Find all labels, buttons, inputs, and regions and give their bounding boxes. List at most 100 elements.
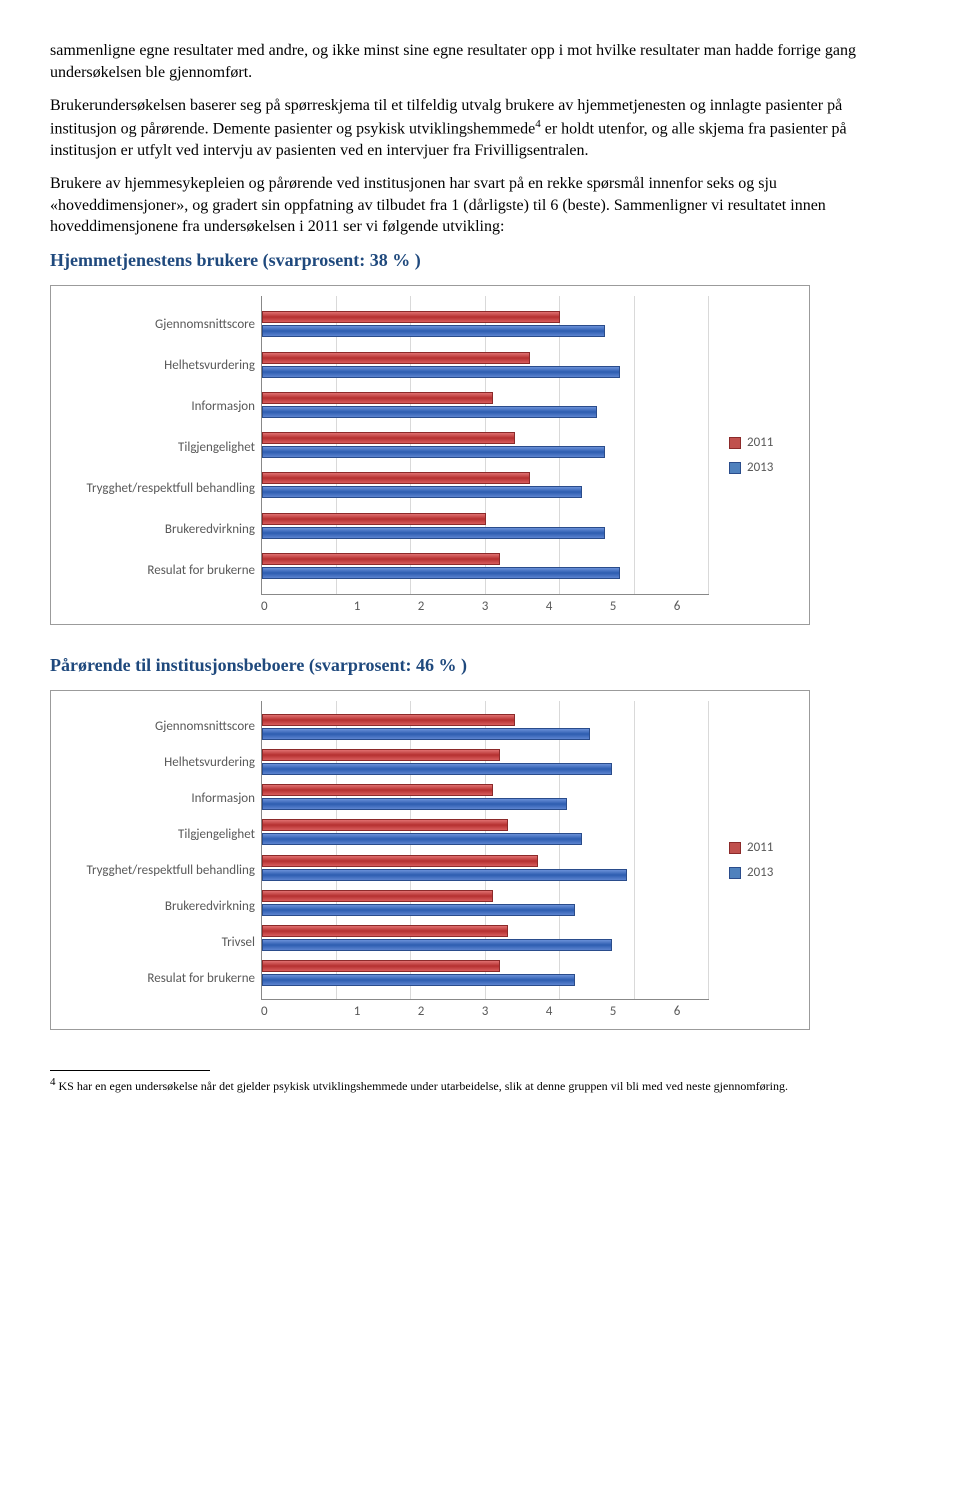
bar-2013 xyxy=(262,486,582,498)
chart2-heading: Pårørende til institusjonsbeboere (svarp… xyxy=(50,655,910,676)
legend-label-2011: 2011 xyxy=(747,435,773,450)
bar-2013 xyxy=(262,567,620,579)
bar-group xyxy=(262,749,709,775)
x-axis-label: 5 xyxy=(581,1004,645,1019)
x-axis-label: 3 xyxy=(453,599,517,614)
bar-2013 xyxy=(262,833,582,845)
bar-2011 xyxy=(262,819,508,831)
bar-2011 xyxy=(262,311,560,323)
bar-2013 xyxy=(262,974,575,986)
bar-2011 xyxy=(262,513,486,525)
bar-2013 xyxy=(262,904,575,916)
paragraph-3: Brukere av hjemmesykepleien og pårørende… xyxy=(50,173,910,238)
bar-2013 xyxy=(262,325,605,337)
bar-2011 xyxy=(262,553,500,565)
paragraph-1: sammenligne egne resultater med andre, o… xyxy=(50,40,910,83)
y-axis-label: Informasjon xyxy=(191,400,255,414)
y-axis-label: Trygghet/respektfull behandling xyxy=(87,482,256,496)
bar-2011 xyxy=(262,392,493,404)
bar-2011 xyxy=(262,714,515,726)
bar-2013 xyxy=(262,798,567,810)
x-axis-label: 6 xyxy=(645,1004,709,1019)
swatch-2011-icon xyxy=(729,842,741,854)
legend-item-2011: 2011 xyxy=(729,435,799,450)
y-axis-label: Tilgjengelighet xyxy=(178,828,255,842)
x-axis-label: 4 xyxy=(517,599,581,614)
y-axis-label: Brukeredvirkning xyxy=(165,900,255,914)
x-axis-label: 2 xyxy=(389,599,453,614)
bar-2011 xyxy=(262,432,515,444)
chart2-frame: Gjennomsnittscore Helhetsvurdering Informa… xyxy=(50,690,810,1030)
x-axis-label: 1 xyxy=(325,1004,389,1019)
y-axis-label: Informasjon xyxy=(191,792,255,806)
y-axis-label: Tilgjengelighet xyxy=(178,441,255,455)
chart1-plot xyxy=(261,296,709,595)
bar-group xyxy=(262,855,709,881)
x-axis-label: 2 xyxy=(389,1004,453,1019)
x-axis-label: 0 xyxy=(261,599,325,614)
chart2-bars xyxy=(262,701,709,999)
chart2-y-labels: Gjennomsnittscore Helhetsvurdering Informa… xyxy=(51,691,261,1029)
y-axis-label: Trivsel xyxy=(222,936,255,950)
bar-2011 xyxy=(262,925,508,937)
chart1-legend: 2011 2013 xyxy=(719,286,809,624)
bar-group xyxy=(262,925,709,951)
bar-2013 xyxy=(262,366,620,378)
footnote-text: KS har en egen undersøkelse når det gjel… xyxy=(56,1079,788,1093)
y-axis-label: Resulat for brukerne xyxy=(147,564,255,578)
bar-2011 xyxy=(262,890,493,902)
y-axis-label: Gjennomsnittscore xyxy=(155,318,255,332)
legend-label-2013: 2013 xyxy=(747,865,773,880)
chart1-bars xyxy=(262,296,709,594)
chart2-x-labels: 0123456 xyxy=(261,1000,709,1019)
swatch-2013-icon xyxy=(729,462,741,474)
bar-2013 xyxy=(262,527,605,539)
bar-2013 xyxy=(262,728,590,740)
bar-2011 xyxy=(262,784,493,796)
legend-item-2013: 2013 xyxy=(729,865,799,880)
bar-group xyxy=(262,432,709,458)
bar-group xyxy=(262,784,709,810)
bar-2011 xyxy=(262,855,538,867)
bar-2013 xyxy=(262,763,612,775)
x-axis-label: 1 xyxy=(325,599,389,614)
bar-group xyxy=(262,472,709,498)
x-axis-label: 4 xyxy=(517,1004,581,1019)
bar-2011 xyxy=(262,352,530,364)
y-axis-label: Helhetsvurdering xyxy=(164,359,255,373)
bar-2013 xyxy=(262,406,597,418)
y-axis-label: Gjennomsnittscore xyxy=(155,720,255,734)
x-axis-label: 3 xyxy=(453,1004,517,1019)
y-axis-label: Helhetsvurdering xyxy=(164,756,255,770)
bar-group xyxy=(262,819,709,845)
bar-2013 xyxy=(262,446,605,458)
bar-group xyxy=(262,553,709,579)
chart1-frame: Gjennomsnittscore Helhetsvurdering Informa… xyxy=(50,285,810,625)
legend-label-2011: 2011 xyxy=(747,840,773,855)
x-axis-label: 0 xyxy=(261,1004,325,1019)
bar-group xyxy=(262,352,709,378)
bar-2013 xyxy=(262,869,627,881)
footnote-separator xyxy=(50,1070,210,1071)
bar-2011 xyxy=(262,749,500,761)
bar-2011 xyxy=(262,960,500,972)
chart1-y-labels: Gjennomsnittscore Helhetsvurdering Informa… xyxy=(51,286,261,624)
bar-2013 xyxy=(262,939,612,951)
swatch-2011-icon xyxy=(729,437,741,449)
bar-group xyxy=(262,392,709,418)
bar-2011 xyxy=(262,472,530,484)
bar-group xyxy=(262,714,709,740)
legend-label-2013: 2013 xyxy=(747,460,773,475)
chart1-x-labels: 0123456 xyxy=(261,595,709,614)
legend-item-2011: 2011 xyxy=(729,840,799,855)
paragraph-2: Brukerundersøkelsen baserer seg på spørr… xyxy=(50,95,910,161)
bar-group xyxy=(262,960,709,986)
legend-item-2013: 2013 xyxy=(729,460,799,475)
bar-group xyxy=(262,890,709,916)
x-axis-label: 5 xyxy=(581,599,645,614)
chart2-legend: 2011 2013 xyxy=(719,691,809,1029)
y-axis-label: Brukeredvirkning xyxy=(165,523,255,537)
chart2-plot xyxy=(261,701,709,1000)
bar-group xyxy=(262,513,709,539)
swatch-2013-icon xyxy=(729,867,741,879)
